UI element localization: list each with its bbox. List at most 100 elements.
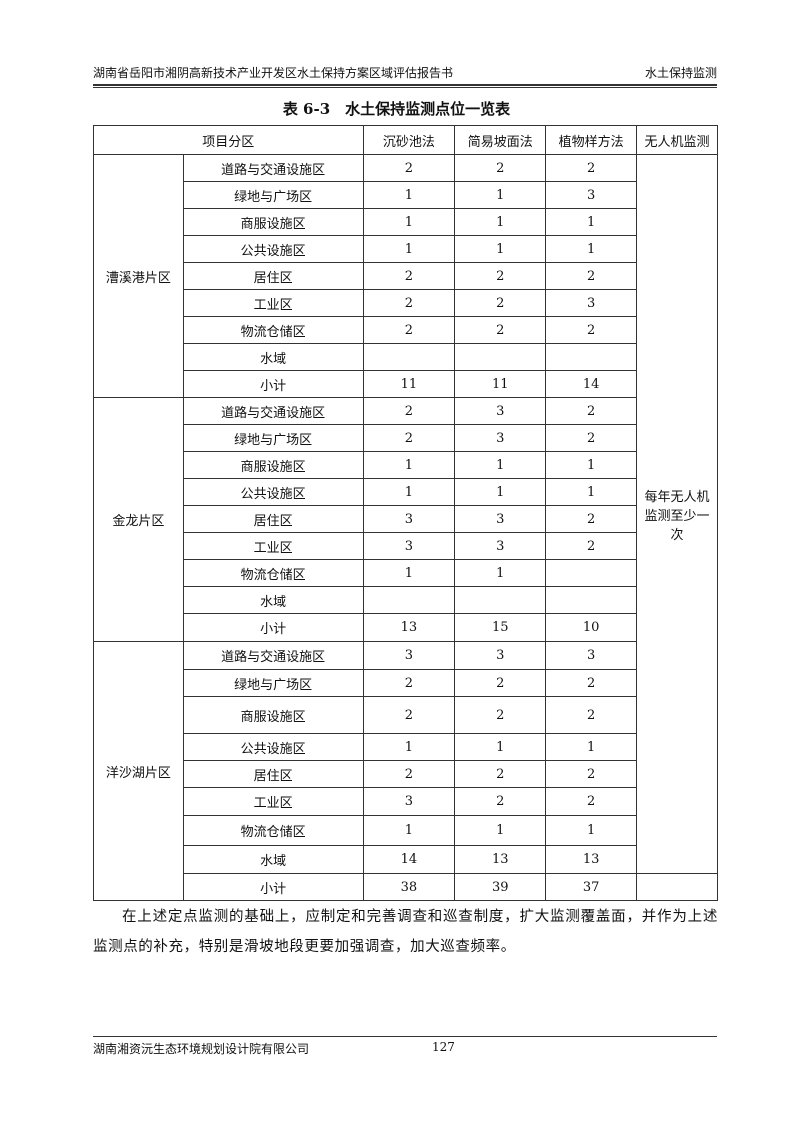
table-cell: 14: [545, 370, 638, 398]
table-cell: [362, 343, 456, 371]
table-cell: 3: [454, 505, 547, 533]
table-cell: 2: [545, 532, 638, 560]
subzone-name: 小计: [182, 370, 364, 398]
table-row: 居住区 2 2 2: [94, 262, 718, 290]
table-row: 洋沙湖片区 道路与交通设施区 3 3 3: [93, 641, 718, 901]
subzone-name: 居住区: [182, 505, 364, 533]
page-number: 127: [432, 1040, 455, 1054]
table-cell: 2: [362, 316, 456, 344]
table-row: 工业区 3 2 2: [94, 787, 718, 816]
table-row: 小计 13 15 10: [94, 613, 718, 642]
header-divider: [93, 84, 717, 88]
header-doc-title: 湖南省岳阳市湘阴高新技术产业开发区水土保持方案区域评估报告书: [93, 66, 454, 80]
table-row: 物流仓储区 1 1: [94, 559, 718, 587]
table-cell: 2: [362, 424, 456, 452]
subzone-name: 绿地与广场区: [182, 181, 364, 209]
table-row: 水域: [94, 343, 718, 371]
table-cell: 2: [362, 262, 456, 290]
table-cell: 15: [454, 613, 547, 642]
table-cell: 3: [545, 181, 638, 209]
table-row: 居住区 2 2 2: [94, 760, 718, 788]
subzone-name: 绿地与广场区: [182, 669, 364, 697]
table-cell: 2: [545, 424, 638, 452]
table-cell: 1: [545, 451, 638, 479]
column-header: 无人机监测: [636, 125, 718, 155]
table-cell: 3: [454, 641, 547, 670]
table-cell: [545, 559, 638, 587]
subzone-name: 公共设施区: [182, 478, 364, 506]
table-row: 绿地与广场区 2 3 2: [94, 424, 718, 452]
table-cell: 1: [362, 815, 456, 846]
subzone-name: 商服设施区: [182, 208, 364, 236]
table-cell: 11: [454, 370, 547, 398]
header-section: 水土保持监测: [644, 66, 717, 80]
zone-name: 金龙片区: [93, 397, 184, 642]
table-cell: 14: [362, 845, 456, 874]
table-cell: [454, 343, 547, 371]
table-cell: 38: [362, 873, 456, 901]
subzone-name: 居住区: [182, 760, 364, 788]
subzone-name: 工业区: [182, 787, 364, 816]
table-cell: 3: [362, 641, 456, 670]
table-cell: 2: [545, 787, 638, 816]
body-paragraph: 在上述定点监测的基础上，应制定和完善调查和巡查制度，扩大监测覆盖面，并作为上述监…: [93, 909, 718, 955]
table-row: 水域 14 13 13: [94, 845, 718, 874]
table-row: 绿地与广场区 2 2 2: [94, 669, 718, 697]
subzone-name: 小计: [182, 873, 364, 901]
table-cell: 1: [362, 451, 456, 479]
table-cell: 1: [362, 208, 456, 236]
table-cell: 2: [545, 154, 638, 182]
table-row: 金龙片区 道路与交通设施区 2 3 2: [93, 397, 718, 642]
table-cell: 1: [362, 181, 456, 209]
column-header: 项目分区: [93, 125, 364, 155]
table-cell: 2: [362, 669, 456, 697]
table-cell: 2: [362, 154, 456, 182]
footer-divider: [93, 1036, 717, 1037]
table-cell: 2: [545, 760, 638, 788]
table-cell: 2: [362, 696, 456, 734]
table-cell: 1: [545, 815, 638, 846]
table-cell: 1: [545, 733, 638, 761]
table-cell: 3: [454, 424, 547, 452]
table-cell: 2: [362, 289, 456, 317]
subzone-name: 道路与交通设施区: [182, 641, 364, 670]
table-title: 表 6-3 水土保持监测点位一览表: [282, 100, 511, 118]
subzone-name: 工业区: [182, 532, 364, 560]
subzone-name: 绿地与广场区: [182, 424, 364, 452]
subzone-name: 水域: [182, 343, 364, 371]
table-row: 绿地与广场区 1 1 3: [94, 181, 718, 209]
table-cell: 2: [362, 397, 456, 425]
table-cell: 37: [545, 873, 638, 901]
table-row: 工业区 2 2 3: [94, 289, 718, 317]
table-cell: 1: [362, 733, 456, 761]
table-cell: 3: [454, 532, 547, 560]
column-header: 沉砂池法: [362, 125, 456, 155]
table-row: 公共设施区 1 1 1: [94, 235, 718, 263]
subzone-name: 商服设施区: [182, 451, 364, 479]
subzone-name: 工业区: [182, 289, 364, 317]
table-header-row: 项目分区 沉砂池法 简易坡面法 植物样方法 无人机监测: [93, 125, 718, 155]
table-cell: 3: [545, 641, 638, 670]
table-cell: 2: [454, 760, 547, 788]
table-cell: 39: [454, 873, 547, 901]
subzone-name: 商服设施区: [182, 696, 364, 734]
table-cell: 13: [454, 845, 547, 874]
table-cell: 2: [454, 262, 547, 290]
table-cell: 2: [545, 696, 638, 734]
table-cell: 1: [454, 451, 547, 479]
table-row: 水域: [94, 586, 718, 614]
table-cell: 1: [545, 208, 638, 236]
table-row: 商服设施区 1 1 1: [94, 208, 718, 236]
table-cell: 11: [362, 370, 456, 398]
subzone-name: 居住区: [182, 262, 364, 290]
table-cell: 1: [362, 478, 456, 506]
table-cell: [454, 586, 547, 614]
table-row: 小计 38 39 37: [94, 873, 718, 901]
table-cell: 2: [454, 787, 547, 816]
table-cell: [362, 586, 456, 614]
footer-company: 湖南湘资沅生态环境规划设计院有限公司: [93, 1042, 310, 1056]
table-cell: 1: [454, 559, 547, 587]
table-row: 物流仓储区 2 2 2: [94, 316, 718, 344]
table-cell: 1: [454, 181, 547, 209]
table-cell: 13: [545, 845, 638, 874]
